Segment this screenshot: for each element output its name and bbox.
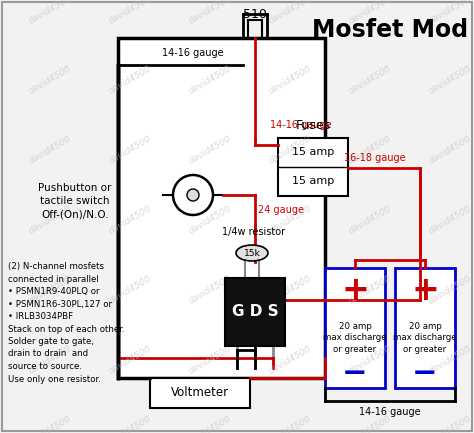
Text: Fuses: Fuses xyxy=(295,119,330,132)
Text: david4500: david4500 xyxy=(107,134,153,166)
Text: david4500: david4500 xyxy=(347,274,393,306)
Text: david4500: david4500 xyxy=(27,204,73,236)
Circle shape xyxy=(187,189,199,201)
Ellipse shape xyxy=(236,245,268,261)
Text: +: + xyxy=(341,274,369,307)
Text: david4500: david4500 xyxy=(267,274,313,306)
Text: david4500: david4500 xyxy=(27,64,73,96)
Text: 14-16 gauge: 14-16 gauge xyxy=(162,48,224,58)
Text: 15 amp: 15 amp xyxy=(292,176,334,186)
Text: david4500: david4500 xyxy=(187,134,233,166)
Text: 14-16 gauge: 14-16 gauge xyxy=(270,120,332,130)
Text: G D S: G D S xyxy=(232,304,278,320)
Bar xyxy=(325,268,385,388)
Text: david4500: david4500 xyxy=(107,344,153,376)
Text: david4500: david4500 xyxy=(187,204,233,236)
Text: david4500: david4500 xyxy=(107,204,153,236)
Bar xyxy=(150,378,250,408)
Text: −: − xyxy=(342,359,368,388)
Text: david4500: david4500 xyxy=(347,344,393,376)
Text: david4500: david4500 xyxy=(427,134,473,166)
Text: Voltmeter: Voltmeter xyxy=(171,387,229,400)
Bar xyxy=(278,138,348,196)
Text: david4500: david4500 xyxy=(267,344,313,376)
Text: david4500: david4500 xyxy=(267,134,313,166)
Text: david4500: david4500 xyxy=(347,204,393,236)
Text: 15 amp: 15 amp xyxy=(292,147,334,157)
Text: david4500: david4500 xyxy=(427,0,473,26)
Text: david4500: david4500 xyxy=(267,0,313,26)
Text: david4500: david4500 xyxy=(347,64,393,96)
Text: david4500: david4500 xyxy=(107,414,153,433)
Text: david4500: david4500 xyxy=(27,274,73,306)
Text: david4500: david4500 xyxy=(187,64,233,96)
Text: 16-18 gauge: 16-18 gauge xyxy=(344,153,406,163)
Text: david4500: david4500 xyxy=(347,414,393,433)
Text: 15k: 15k xyxy=(244,249,260,258)
Text: david4500: david4500 xyxy=(107,274,153,306)
Text: Mosfet Mod: Mosfet Mod xyxy=(312,18,468,42)
Text: david4500: david4500 xyxy=(267,204,313,236)
Text: david4500: david4500 xyxy=(27,134,73,166)
Text: david4500: david4500 xyxy=(27,414,73,433)
Text: −: − xyxy=(412,359,438,388)
Text: 24 gauge: 24 gauge xyxy=(258,205,304,215)
Bar xyxy=(118,38,325,378)
Text: david4500: david4500 xyxy=(427,344,473,376)
Text: 20 amp
max discharge
or greater: 20 amp max discharge or greater xyxy=(323,322,387,354)
Text: (2) N-channel mosfets
connected in parallel
• PSMN1R9-40PLQ or
• PSMN1R6-30PL,12: (2) N-channel mosfets connected in paral… xyxy=(8,262,125,384)
Text: 1/4w resistor: 1/4w resistor xyxy=(222,227,285,237)
Text: david4500: david4500 xyxy=(427,414,473,433)
Text: david4500: david4500 xyxy=(187,344,233,376)
Text: david4500: david4500 xyxy=(187,274,233,306)
Text: +: + xyxy=(411,274,439,307)
Text: david4500: david4500 xyxy=(187,0,233,26)
Text: david4500: david4500 xyxy=(427,204,473,236)
Text: david4500: david4500 xyxy=(27,344,73,376)
Text: david4500: david4500 xyxy=(347,134,393,166)
Text: david4500: david4500 xyxy=(427,274,473,306)
Text: david4500: david4500 xyxy=(267,64,313,96)
Bar xyxy=(225,278,285,346)
Text: david4500: david4500 xyxy=(347,0,393,26)
Text: david4500: david4500 xyxy=(267,414,313,433)
Text: Pushbutton or
tactile switch
Off-(On)/N.O.: Pushbutton or tactile switch Off-(On)/N.… xyxy=(38,183,112,220)
Text: 20 amp
max discharge
or greater: 20 amp max discharge or greater xyxy=(393,322,457,354)
Text: david4500: david4500 xyxy=(187,414,233,433)
Text: david4500: david4500 xyxy=(27,0,73,26)
Text: david4500: david4500 xyxy=(427,64,473,96)
Text: 14-16 gauge: 14-16 gauge xyxy=(359,407,421,417)
Bar xyxy=(395,268,455,388)
Circle shape xyxy=(173,175,213,215)
Text: david4500: david4500 xyxy=(107,0,153,26)
Text: david4500: david4500 xyxy=(107,64,153,96)
Text: 510: 510 xyxy=(243,8,267,21)
